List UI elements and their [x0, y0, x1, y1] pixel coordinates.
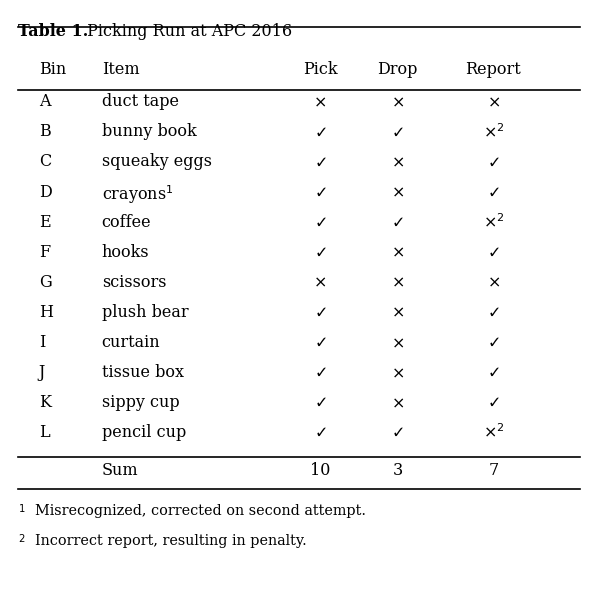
- Text: $\checkmark$: $\checkmark$: [313, 364, 327, 381]
- Text: tissue box: tissue box: [102, 364, 184, 381]
- Text: sippy cup: sippy cup: [102, 394, 179, 411]
- Text: K: K: [39, 394, 51, 411]
- Text: $\times$: $\times$: [391, 364, 404, 381]
- Text: $\checkmark$: $\checkmark$: [313, 424, 327, 441]
- Text: Table 1.: Table 1.: [18, 23, 88, 41]
- Text: 10: 10: [310, 462, 330, 480]
- Text: Item: Item: [102, 61, 139, 79]
- Text: $\checkmark$: $\checkmark$: [313, 244, 327, 261]
- Text: $\times$: $\times$: [313, 274, 327, 291]
- Text: Sum: Sum: [102, 462, 138, 480]
- Text: hooks: hooks: [102, 244, 150, 261]
- Text: $\checkmark$: $\checkmark$: [313, 334, 327, 351]
- Text: $\times^2$: $\times^2$: [483, 123, 504, 141]
- Text: $\checkmark$: $\checkmark$: [313, 184, 327, 201]
- Text: $\times^2$: $\times^2$: [483, 214, 504, 231]
- Text: $\checkmark$: $\checkmark$: [487, 244, 500, 261]
- Text: $\times^2$: $\times^2$: [483, 424, 504, 442]
- Text: $\times$: $\times$: [391, 154, 404, 171]
- Text: $^1$: $^1$: [18, 504, 26, 518]
- Text: $\times$: $\times$: [487, 274, 500, 291]
- Text: $\checkmark$: $\checkmark$: [391, 424, 404, 441]
- Text: $\checkmark$: $\checkmark$: [487, 334, 500, 351]
- Text: C: C: [39, 154, 51, 171]
- Text: bunny book: bunny book: [102, 123, 196, 141]
- Text: Incorrect report, resulting in penalty.: Incorrect report, resulting in penalty.: [35, 534, 306, 548]
- Text: L: L: [39, 424, 50, 441]
- Text: squeaky eggs: squeaky eggs: [102, 154, 212, 171]
- Text: $\times$: $\times$: [391, 304, 404, 321]
- Text: $\times$: $\times$: [391, 334, 404, 351]
- Text: pencil cup: pencil cup: [102, 424, 186, 441]
- Text: 3: 3: [392, 462, 403, 480]
- Text: Drop: Drop: [377, 61, 418, 79]
- Text: $\times$: $\times$: [391, 394, 404, 411]
- Text: $\checkmark$: $\checkmark$: [313, 154, 327, 171]
- Text: $\checkmark$: $\checkmark$: [391, 123, 404, 141]
- Text: Bin: Bin: [39, 61, 66, 79]
- Text: $\times$: $\times$: [391, 274, 404, 291]
- Text: $\checkmark$: $\checkmark$: [487, 394, 500, 411]
- Text: $\checkmark$: $\checkmark$: [391, 214, 404, 231]
- Text: $\checkmark$: $\checkmark$: [313, 214, 327, 231]
- Text: G: G: [39, 274, 51, 291]
- Text: Pick: Pick: [303, 61, 337, 79]
- Text: $\checkmark$: $\checkmark$: [487, 184, 500, 201]
- Text: Misrecognized, corrected on second attempt.: Misrecognized, corrected on second attem…: [35, 504, 366, 518]
- Text: $\times$: $\times$: [391, 184, 404, 201]
- Text: I: I: [39, 334, 45, 351]
- Text: $\checkmark$: $\checkmark$: [487, 154, 500, 171]
- Text: plush bear: plush bear: [102, 304, 188, 321]
- Text: $\checkmark$: $\checkmark$: [313, 394, 327, 411]
- Text: Report: Report: [465, 61, 521, 79]
- Text: coffee: coffee: [102, 214, 151, 231]
- Text: Picking Run at APC 2016: Picking Run at APC 2016: [82, 23, 292, 41]
- Text: scissors: scissors: [102, 274, 166, 291]
- Text: B: B: [39, 123, 51, 141]
- Text: F: F: [39, 244, 50, 261]
- Text: J: J: [39, 364, 45, 381]
- Text: duct tape: duct tape: [102, 93, 179, 111]
- Text: H: H: [39, 304, 53, 321]
- Text: $\times$: $\times$: [487, 93, 500, 111]
- Text: curtain: curtain: [102, 334, 160, 351]
- Text: $\checkmark$: $\checkmark$: [313, 304, 327, 321]
- Text: D: D: [39, 184, 51, 201]
- Text: A: A: [39, 93, 50, 111]
- Text: $\times$: $\times$: [313, 93, 327, 111]
- Text: $\checkmark$: $\checkmark$: [313, 123, 327, 141]
- Text: $\times$: $\times$: [391, 93, 404, 111]
- Text: $\checkmark$: $\checkmark$: [487, 364, 500, 381]
- Text: $^2$: $^2$: [18, 534, 26, 548]
- Text: $\times$: $\times$: [391, 244, 404, 261]
- Text: crayons$^1$: crayons$^1$: [102, 184, 173, 206]
- Text: 7: 7: [488, 462, 499, 480]
- Text: E: E: [39, 214, 50, 231]
- Text: $\checkmark$: $\checkmark$: [487, 304, 500, 321]
